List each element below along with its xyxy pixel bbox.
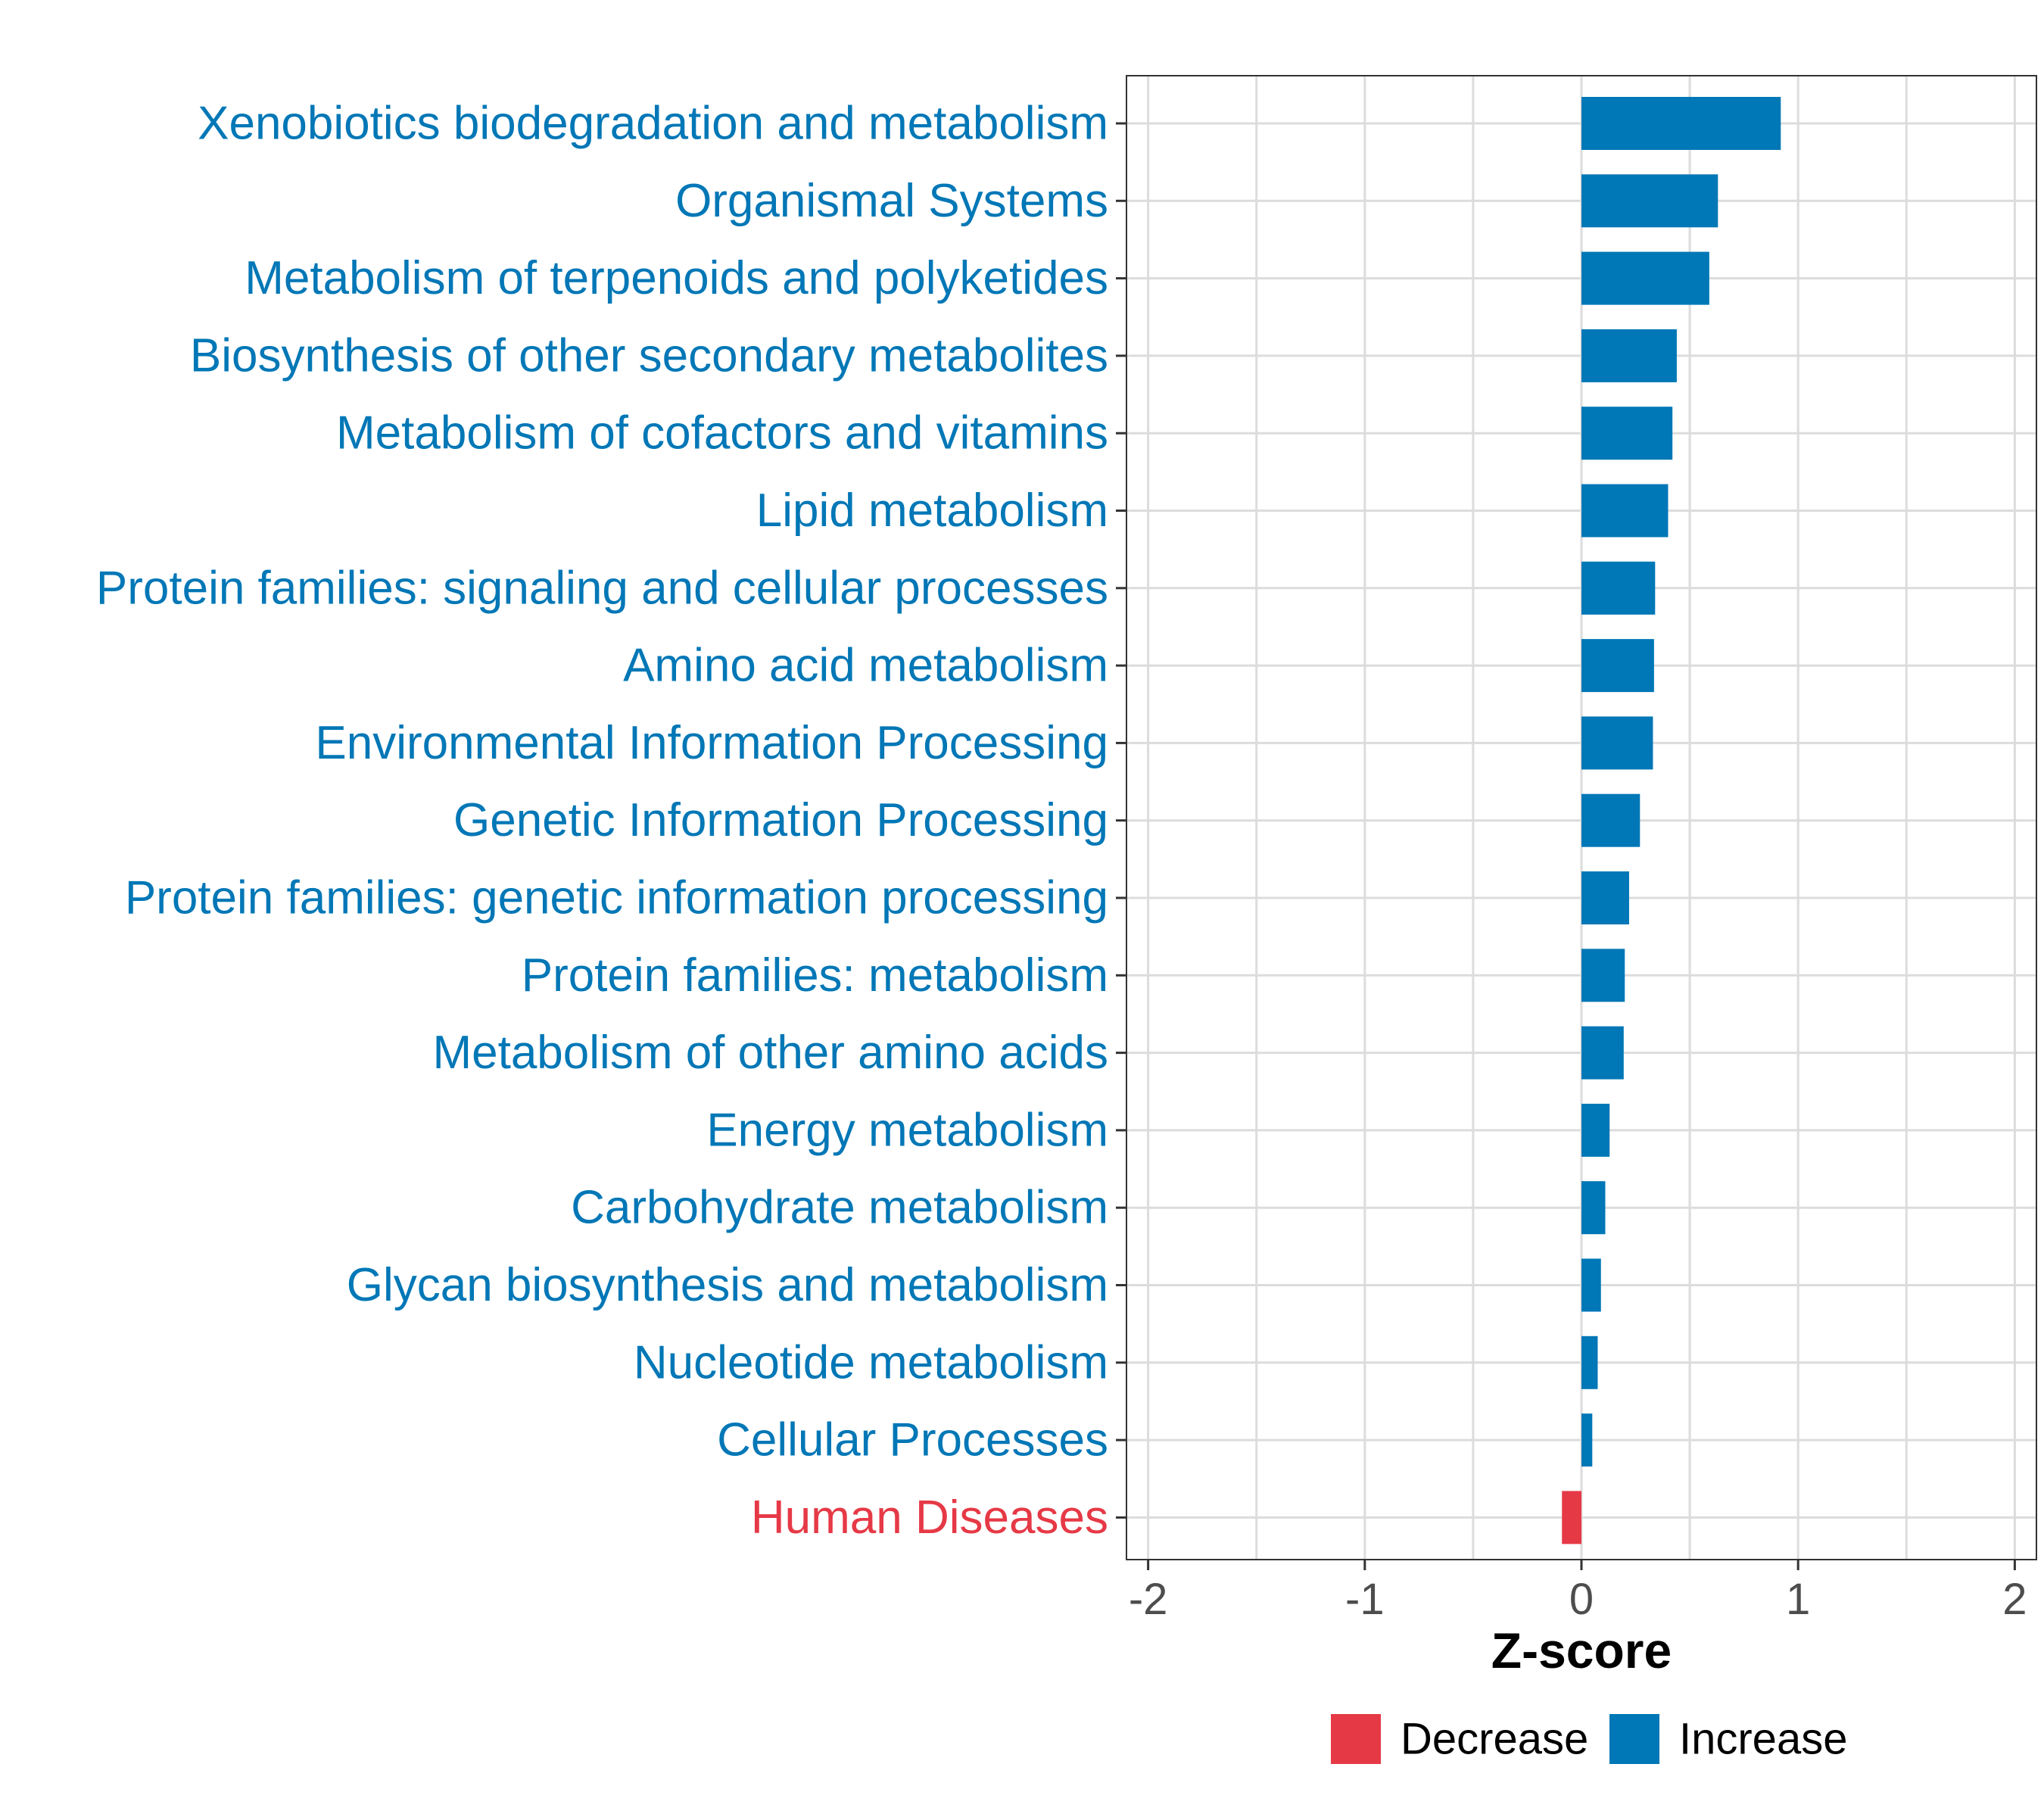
y-tick-label: Xenobiotics biodegradation and metabolis… [198, 98, 1108, 150]
bar [1581, 716, 1653, 770]
bar [1581, 97, 1781, 150]
bar [1581, 871, 1629, 924]
y-axis: Xenobiotics biodegradation and metabolis… [96, 98, 1126, 1544]
legend-swatch-decrease [1331, 1714, 1381, 1764]
legend-label-decrease: Decrease [1401, 1715, 1588, 1764]
bar [1581, 174, 1718, 228]
bar [1581, 1413, 1593, 1467]
bar [1581, 1335, 1598, 1389]
y-tick-label: Metabolism of terpenoids and polyketides [245, 252, 1108, 304]
y-tick-label: Protein families: signaling and cellular… [96, 562, 1108, 614]
bar [1581, 1103, 1610, 1157]
bar [1581, 793, 1640, 847]
y-tick-label: Metabolism of cofactors and vitamins [336, 407, 1108, 460]
bar [1581, 949, 1625, 1002]
y-tick-label: Carbohydrate metabolism [571, 1182, 1108, 1234]
bar [1581, 639, 1654, 693]
bars [1562, 97, 1781, 1544]
y-tick-label: Nucleotide metabolism [634, 1336, 1108, 1388]
bar [1581, 1026, 1624, 1080]
y-tick-label: Lipid metabolism [756, 485, 1108, 537]
y-tick-label: Environmental Information Processing [315, 717, 1108, 769]
y-tick-label: Protein families: metabolism [522, 949, 1108, 1002]
bar [1581, 561, 1656, 615]
y-tick-label: Protein families: genetic information pr… [125, 872, 1108, 924]
y-tick-label: Genetic Information Processing [453, 794, 1108, 846]
y-tick-label: Energy metabolism [706, 1104, 1108, 1156]
bar [1581, 329, 1677, 382]
y-tick-label: Metabolism of other amino acids [432, 1027, 1108, 1079]
x-tick-label: 1 [1786, 1575, 1810, 1624]
x-tick-label: -1 [1345, 1575, 1385, 1624]
bar [1581, 1181, 1606, 1235]
y-tick-label: Human Diseases [751, 1491, 1108, 1544]
x-axis: -2 -1 0 1 2 [1129, 1560, 2027, 1624]
y-tick-label: Glycan biosynthesis and metabolism [347, 1259, 1108, 1311]
x-tick-label: 0 [1569, 1575, 1594, 1624]
bar [1581, 251, 1709, 305]
legend: Decrease Increase [1331, 1714, 1847, 1764]
y-tick-label: Organismal Systems [675, 175, 1108, 227]
bar [1581, 1258, 1601, 1312]
bar [1581, 407, 1673, 460]
bar [1581, 484, 1669, 538]
y-tick-label: Amino acid metabolism [623, 640, 1108, 692]
bar [1562, 1491, 1581, 1544]
legend-swatch-increase [1609, 1714, 1659, 1764]
x-axis-title: Z-score [1491, 1622, 1672, 1678]
x-tick-label: -2 [1129, 1575, 1168, 1624]
legend-label-increase: Increase [1679, 1715, 1847, 1764]
y-tick-label: Cellular Processes [717, 1414, 1108, 1466]
y-tick-label: Biosynthesis of other secondary metaboli… [190, 329, 1108, 382]
x-tick-label: 2 [2002, 1575, 2027, 1624]
